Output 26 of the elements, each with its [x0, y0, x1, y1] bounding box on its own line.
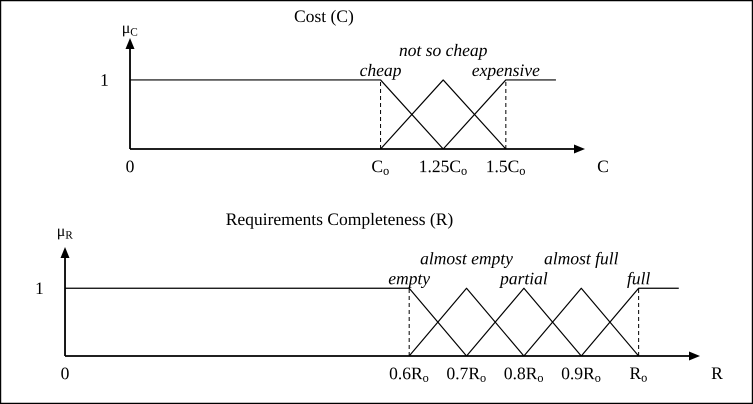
y-axis-title: μ$_{R}$: [58, 228, 73, 240]
annotation: 1: [36, 282, 43, 294]
x-tick-label: R$_{o}$: [630, 368, 647, 382]
series-label: expensive: [472, 64, 540, 80]
x-tick-label: 1.5C$_{o}$: [487, 160, 525, 175]
series-label: not so cheap: [400, 44, 487, 60]
x-axis-title: C: [598, 160, 608, 172]
x-tick-label: 0.7R$_{o}$: [447, 368, 486, 382]
annotation: 1: [102, 74, 108, 86]
x-tick-label: 0.8R$_{o}$: [504, 368, 544, 382]
chart-title: Cost (C): [294, 10, 354, 26]
x-axis-title: R: [712, 368, 723, 379]
x-tick-label: 0: [126, 160, 134, 172]
y-axis-title: μ$_{C}$: [123, 26, 138, 36]
x-tick-label: 0.9R$_{o}$: [562, 368, 600, 382]
series-label: empty: [388, 274, 430, 288]
x-tick-label: 1.25C$_{o}$: [420, 160, 467, 175]
series-label: partial: [499, 272, 548, 288]
chart-title: Requirements Completeness (R): [226, 212, 452, 229]
series-label: almost full: [544, 252, 618, 268]
series-label: almost empty: [420, 252, 513, 268]
series-label: full: [627, 272, 650, 288]
x-tick-label: C$_{o}$: [372, 160, 389, 175]
x-tick-label: 0.6R$_{o}$: [390, 368, 428, 382]
series-label: cheap: [360, 64, 401, 80]
x-tick-label: 0: [61, 368, 69, 380]
